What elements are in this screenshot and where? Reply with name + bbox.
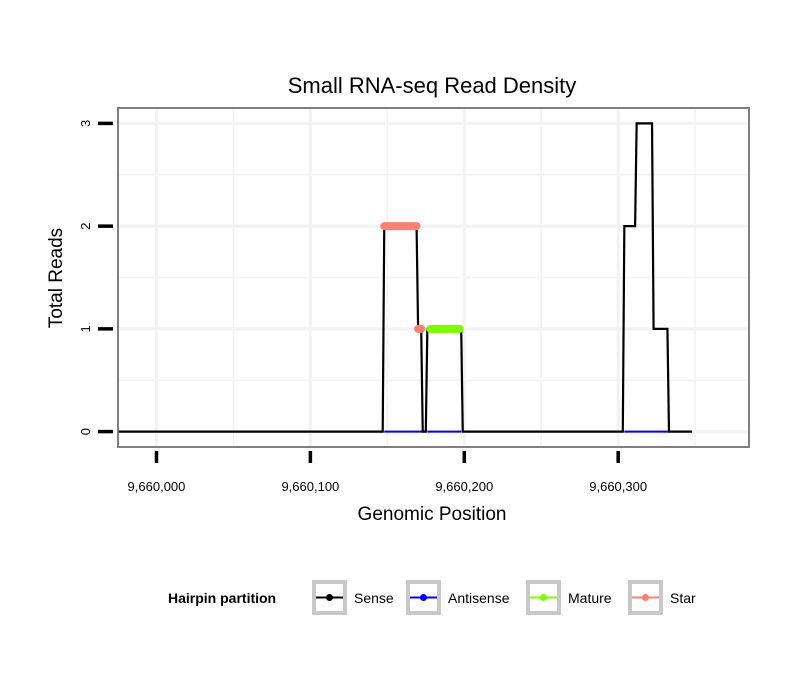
- legend-dot-sense: [326, 594, 333, 601]
- series-sense-line: [118, 122, 693, 433]
- x-tick-label: 9,660,200: [435, 479, 493, 494]
- legend-label-antisense: Antisense: [448, 590, 510, 606]
- x-tick-label: 9,660,300: [589, 479, 647, 494]
- legend-dot-star: [642, 594, 649, 601]
- legend-label-star: Star: [670, 590, 696, 606]
- y-axis-title: Total Reads: [46, 228, 67, 328]
- plot-panel-border: [117, 107, 750, 448]
- legend-label-mature: Mature: [568, 590, 612, 606]
- x-axis-ticks: 9,660,000 9,660,100 9,660,200 9,660,300: [128, 451, 647, 494]
- y-tick-label: 1: [78, 325, 93, 332]
- data-series: [118, 122, 693, 433]
- y-tick-label: 0: [78, 428, 93, 435]
- legend-title: Hairpin partition: [168, 590, 276, 606]
- legend: Hairpin partition Sense Antisense Mature St…: [168, 580, 696, 615]
- y-tick-label: 3: [78, 120, 93, 127]
- x-axis-title: Genomic Position: [358, 504, 507, 525]
- chart-title: Small RNA-seq Read Density: [288, 73, 577, 98]
- x-tick-label: 9,660,000: [128, 479, 186, 494]
- x-tick-label: 9,660,100: [281, 479, 339, 494]
- legend-dot-mature: [540, 594, 547, 601]
- y-axis-ticks: 0 1 2 3: [78, 120, 113, 435]
- legend-dot-antisense: [420, 594, 427, 601]
- legend-label-sense: Sense: [354, 590, 394, 606]
- y-tick-label: 2: [78, 223, 93, 230]
